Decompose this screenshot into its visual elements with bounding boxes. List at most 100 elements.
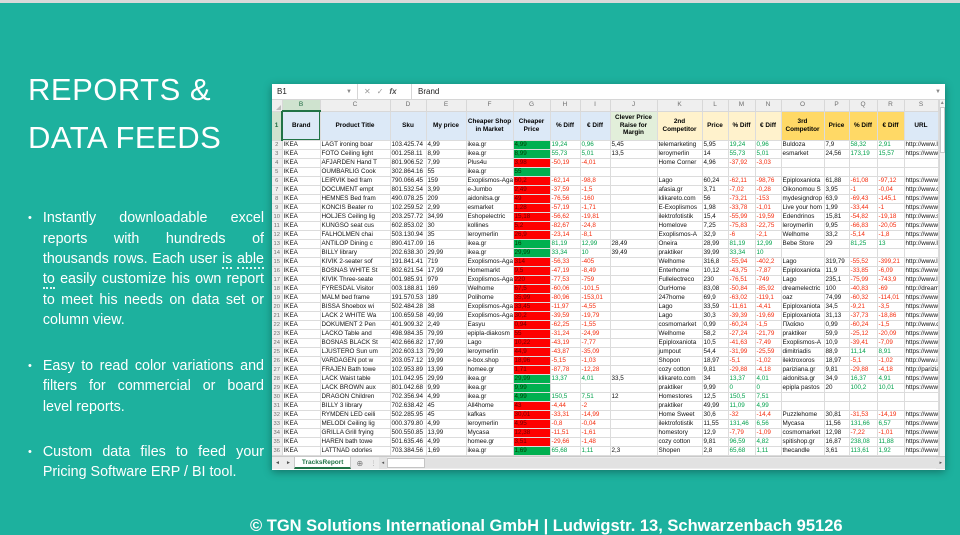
cell[interactable] [781,167,825,177]
row-number-26[interactable]: 26 [272,356,283,366]
cell[interactable]: 67,5 [513,284,551,294]
cell[interactable]: 9,95 [824,221,850,231]
cell[interactable] [610,419,658,429]
cell[interactable]: 11,55 [702,419,729,429]
cell[interactable]: -50,19 [550,158,581,168]
cell[interactable]: OurHome [657,284,703,294]
cell[interactable]: https://www.Vo [904,221,939,231]
cell[interactable] [580,383,611,393]
cell[interactable]: FRAJEN Bath towe [320,365,391,375]
cell[interactable]: 0,96 [755,140,782,150]
column-header-S[interactable]: S [904,100,939,112]
cell[interactable]: homestory [657,428,703,438]
cell[interactable]: -1,02 [877,356,905,366]
cell[interactable]: https://www.Ho [904,446,939,456]
row-number-10[interactable]: 10 [272,212,283,222]
cell[interactable] [610,347,658,357]
cell[interactable]: -22,75 [755,221,782,231]
header-cell-M[interactable]: % Diff [728,111,756,141]
cell[interactable]: -7,87 [755,266,782,276]
cell[interactable]: GRILLA Grill frying [320,428,391,438]
row-number-25[interactable]: 25 [272,347,283,357]
cell[interactable]: -56,33 [550,257,581,267]
cell[interactable]: jumpout [657,347,703,357]
cell[interactable]: cosmomarket [657,320,703,330]
cell[interactable]: -1,03 [580,356,611,366]
cell[interactable]: IKEA [282,437,321,447]
cell[interactable] [610,320,658,330]
cell[interactable]: 18,96 [513,356,551,366]
cell[interactable]: -1,8 [877,230,905,240]
cell[interactable]: 30,81 [824,410,850,420]
cell[interactable]: IKEA [282,410,321,420]
cell[interactable]: -7,22 [849,428,878,438]
cell[interactable]: 4,99 [426,140,467,150]
cell[interactable]: https://www.Ho [904,311,939,321]
cell[interactable]: -759 [580,275,611,285]
cell[interactable]: 17,99 [426,266,467,276]
cell[interactable]: 12,98 [824,428,850,438]
cell[interactable]: https://www.ep [904,302,939,312]
row-number-13[interactable]: 13 [272,239,283,249]
cell[interactable]: -4,18 [877,365,905,375]
cell[interactable]: -60,24 [728,320,756,330]
cell[interactable]: -0,28 [755,185,782,195]
cell[interactable]: 30,01 [513,410,551,420]
cell[interactable]: Exoplismos-Aga [466,302,514,312]
cell[interactable]: -14,19 [877,410,905,420]
cell[interactable] [610,401,658,411]
cell[interactable]: 16 [513,239,551,249]
cell[interactable]: 79,99 [426,329,467,339]
header-cell-J[interactable]: Clever Price Raise for Margin [610,111,658,141]
cell[interactable]: 8,91 [877,347,905,357]
cell[interactable]: 3,61 [824,446,850,456]
cell[interactable]: 150,5 [728,392,756,402]
cell[interactable]: All4home [466,401,514,411]
cell[interactable]: 30,2 [513,311,551,321]
cell[interactable]: 498.984.35 [390,329,427,339]
cell[interactable]: 24,56 [824,149,850,159]
header-cell-I[interactable]: € Diff [580,111,611,141]
cell[interactable]: homee.gr [466,437,514,447]
cell[interactable]: -23,14 [550,230,581,240]
cell[interactable]: 11,56 [824,419,850,429]
cell[interactable]: http://pariziaZe [904,365,939,375]
cell[interactable]: -80,96 [550,293,581,303]
row-number-4[interactable]: 4 [272,158,283,168]
cell[interactable] [781,248,825,258]
cell[interactable]: 33,34 [728,248,756,258]
header-cell-O[interactable]: 3rd Competitor [781,111,825,141]
cell[interactable]: -63,02 [728,293,756,303]
cell[interactable]: ANTILOP Dining c [320,239,391,249]
cell[interactable]: 802.621.54 [390,266,427,276]
cell[interactable]: 8,99 [426,149,467,159]
row-number-6[interactable]: 6 [272,176,283,186]
row-number-5[interactable]: 5 [272,167,283,177]
cell[interactable]: -43,87 [550,347,581,357]
cell[interactable]: KONCIS Beater ro [320,203,391,213]
cell[interactable]: -33,31 [550,410,581,420]
cell[interactable]: 11,9 [824,266,850,276]
cell[interactable]: 26,9 [513,230,551,240]
cell[interactable]: ikea.gr [466,392,514,402]
cell[interactable]: 10,9 [824,338,850,348]
column-header-N[interactable]: N [755,100,782,112]
cell[interactable]: -77,53 [550,275,581,285]
cell[interactable]: -6 [728,230,756,240]
cell[interactable]: 102.259.52 [390,203,427,213]
cell[interactable]: ikea.gr [466,167,514,177]
cell[interactable]: -0,8 [550,419,581,429]
cell[interactable]: 32,9 [702,230,729,240]
cell[interactable]: 13,99 [426,365,467,375]
cell[interactable]: https://www.Mh [904,437,939,447]
cell[interactable]: FOTO Ceiling light [320,149,391,159]
cell[interactable]: -56,62 [550,212,581,222]
cell[interactable]: -37,92 [728,158,756,168]
cell[interactable]: 15,18 [513,212,551,222]
cell[interactable] [610,176,658,186]
cell[interactable]: 35 [426,230,467,240]
cell[interactable]: 10 [580,248,611,258]
cell[interactable] [610,167,658,177]
cell[interactable]: 58,2 [702,329,729,339]
cell[interactable]: -29,88 [728,365,756,375]
